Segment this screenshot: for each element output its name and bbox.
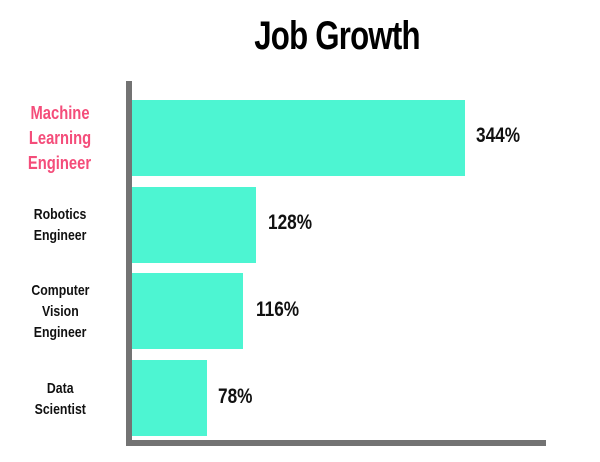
value-label-data-scientist: 78%: [218, 385, 253, 408]
label-line: Engineer: [28, 152, 92, 173]
label-line: Machine: [30, 102, 90, 123]
label-line: Vision: [41, 303, 79, 320]
value-label-machine-learning-engineer: 344%: [476, 124, 521, 147]
bar-machine-learning-engineer: [132, 100, 465, 176]
x-axis-line: [126, 440, 546, 446]
category-label-computer-vision-engineer: Computer Vision Engineer: [0, 273, 120, 350]
y-axis-line: [126, 81, 132, 446]
label-line: Engineer: [33, 227, 87, 244]
chart-title: Job Growth: [254, 14, 420, 58]
label-line: Computer: [30, 282, 90, 299]
label-line: Data: [46, 379, 74, 397]
value-label-robotics-engineer: 128%: [268, 211, 313, 234]
bar-robotics-engineer: [132, 187, 256, 263]
label-line: Robotics: [33, 206, 87, 223]
label-line: Learning: [28, 127, 92, 148]
category-label-robotics-engineer: Robotics Engineer: [0, 187, 120, 263]
category-label-machine-learning-engineer: Machine Learning Engineer: [0, 100, 120, 176]
label-line: Scientist: [34, 400, 86, 418]
value-label-computer-vision-engineer: 116%: [256, 298, 300, 321]
label-line: Engineer: [33, 324, 87, 341]
bar-data-scientist: [132, 360, 207, 436]
bar-computer-vision-engineer: [132, 273, 243, 349]
category-label-data-scientist: Data Scientist: [0, 360, 120, 437]
